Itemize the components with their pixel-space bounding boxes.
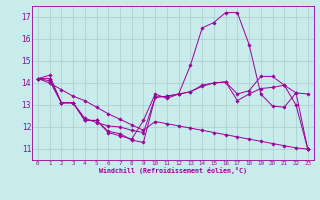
X-axis label: Windchill (Refroidissement éolien,°C): Windchill (Refroidissement éolien,°C) <box>99 167 247 174</box>
